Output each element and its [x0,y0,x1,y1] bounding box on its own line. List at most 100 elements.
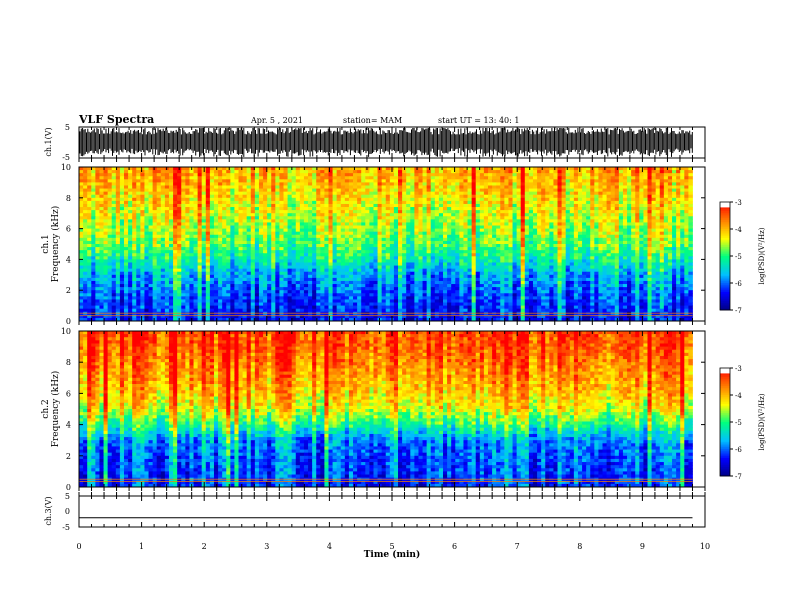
spectrogram-cell [455,173,460,177]
spectrogram-cell [487,253,493,257]
spectrogram-cell [177,203,182,208]
spectrogram-cell [377,213,383,217]
spectrogram-cell [676,194,681,199]
spectrogram-cell [672,244,677,248]
spectrogram-cell [483,207,489,211]
spectrogram-cell [197,173,203,177]
spectrogram-cell [524,197,530,202]
spectrogram-cell [680,194,685,199]
spectrogram-cell [91,200,96,205]
spectrogram-cell [189,207,194,211]
spectrogram-cell [659,203,665,208]
spectrogram-cell [250,194,256,199]
spectrogram-cell [267,194,272,199]
spectrogram-cell [226,247,231,251]
spectrogram-cell [500,247,505,251]
spectrogram-cell [643,200,648,205]
spectrogram-cell [418,185,423,189]
spectrogram-cell [185,185,190,189]
spectrogram-cell [283,179,288,183]
spectrogram-cell [672,250,677,254]
spectrogram-cell [418,222,423,226]
spectrogram-cell [107,207,113,211]
spectrogram-cell [234,167,239,171]
spectrogram-cell [586,234,591,239]
spectrogram-cell [598,244,603,248]
spectrogram-cell [365,216,370,220]
spectrogram-cell [512,194,518,199]
spectrogram-cell [520,240,526,245]
spectrogram-cell [430,200,436,205]
spectrogram-cell [582,222,587,226]
spectrogram-cell [508,222,513,226]
spectrogram-cell [443,256,448,260]
spectrogram-cell [308,225,313,229]
spectrogram-cell [99,173,104,177]
spectrogram-cell [463,231,468,236]
spectrogram-cell [291,231,297,236]
spectrogram-cell [459,200,464,205]
spectrogram-cell [434,216,440,220]
spectrogram-cell [422,234,428,239]
spectrogram-cell [115,179,121,183]
spectrogram-cell [602,170,607,174]
spectrogram-cell [83,173,88,177]
spectrogram-cell [103,234,109,239]
spectrogram-cell [414,179,419,183]
spectrogram-cell [402,247,407,251]
spectrogram-cell [610,216,616,220]
spectrogram-cell [95,247,100,251]
spectrogram-cell [635,191,640,196]
spectrogram-cell [83,170,88,174]
spectrogram-cell [643,247,648,251]
spectrogram-cell [218,200,223,205]
spectrogram-cell [303,185,309,189]
spectrogram-cell [87,228,92,233]
spectrogram-cell [189,210,194,214]
spectrogram-cell [320,176,325,180]
spectrogram-cell [622,167,628,171]
spectrogram-cell [103,207,109,211]
spectrogram-cell [434,200,440,205]
spectrogram-cell [688,231,693,236]
spectrogram-cell [443,191,448,196]
spectrogram-cell [238,234,243,239]
spectrogram-cell [271,182,276,186]
spectrogram-cell [398,253,403,257]
spectrogram-cell [467,203,473,208]
spectrogram-cell [132,197,137,202]
spectrogram-cell [524,185,530,189]
spectrogram-cell [385,170,391,174]
spectrogram-cell [463,167,468,171]
spectrogram-cell [365,188,370,193]
spectrogram-cell [361,173,366,177]
spectrogram-cell [565,200,571,205]
spectrogram-cell [414,240,419,245]
spectrogram-cell [663,216,669,220]
spectrogram-cell [508,191,513,196]
spectrogram-cell [373,244,378,248]
spectrogram-cell [299,231,305,236]
spectrogram-cell [107,167,113,171]
spectrogram-cell [561,167,567,171]
spectrogram-cell [569,216,575,220]
spectrogram-cell [434,237,440,242]
spectrogram-cell [672,170,677,174]
spectrogram-cell [537,182,542,186]
spectrogram-cell [287,222,293,226]
spectrogram-cell [328,237,333,242]
spectrogram-cell [398,219,403,223]
spectrogram-cell [111,203,117,208]
spectrogram-cell [320,167,325,171]
spectrogram-cell [667,225,673,229]
spectrogram-cell [218,250,223,254]
spectrogram-cell [201,191,207,196]
spectrogram-cell [414,210,419,214]
spectrogram-cell [422,167,428,171]
spectrogram-cell [205,234,211,239]
spectrogram-cell [340,194,346,199]
spectrogram-cell [504,216,509,220]
spectrogram-cell [258,176,264,180]
spectrogram-cell [79,167,84,171]
spectrogram-cell [651,213,657,217]
